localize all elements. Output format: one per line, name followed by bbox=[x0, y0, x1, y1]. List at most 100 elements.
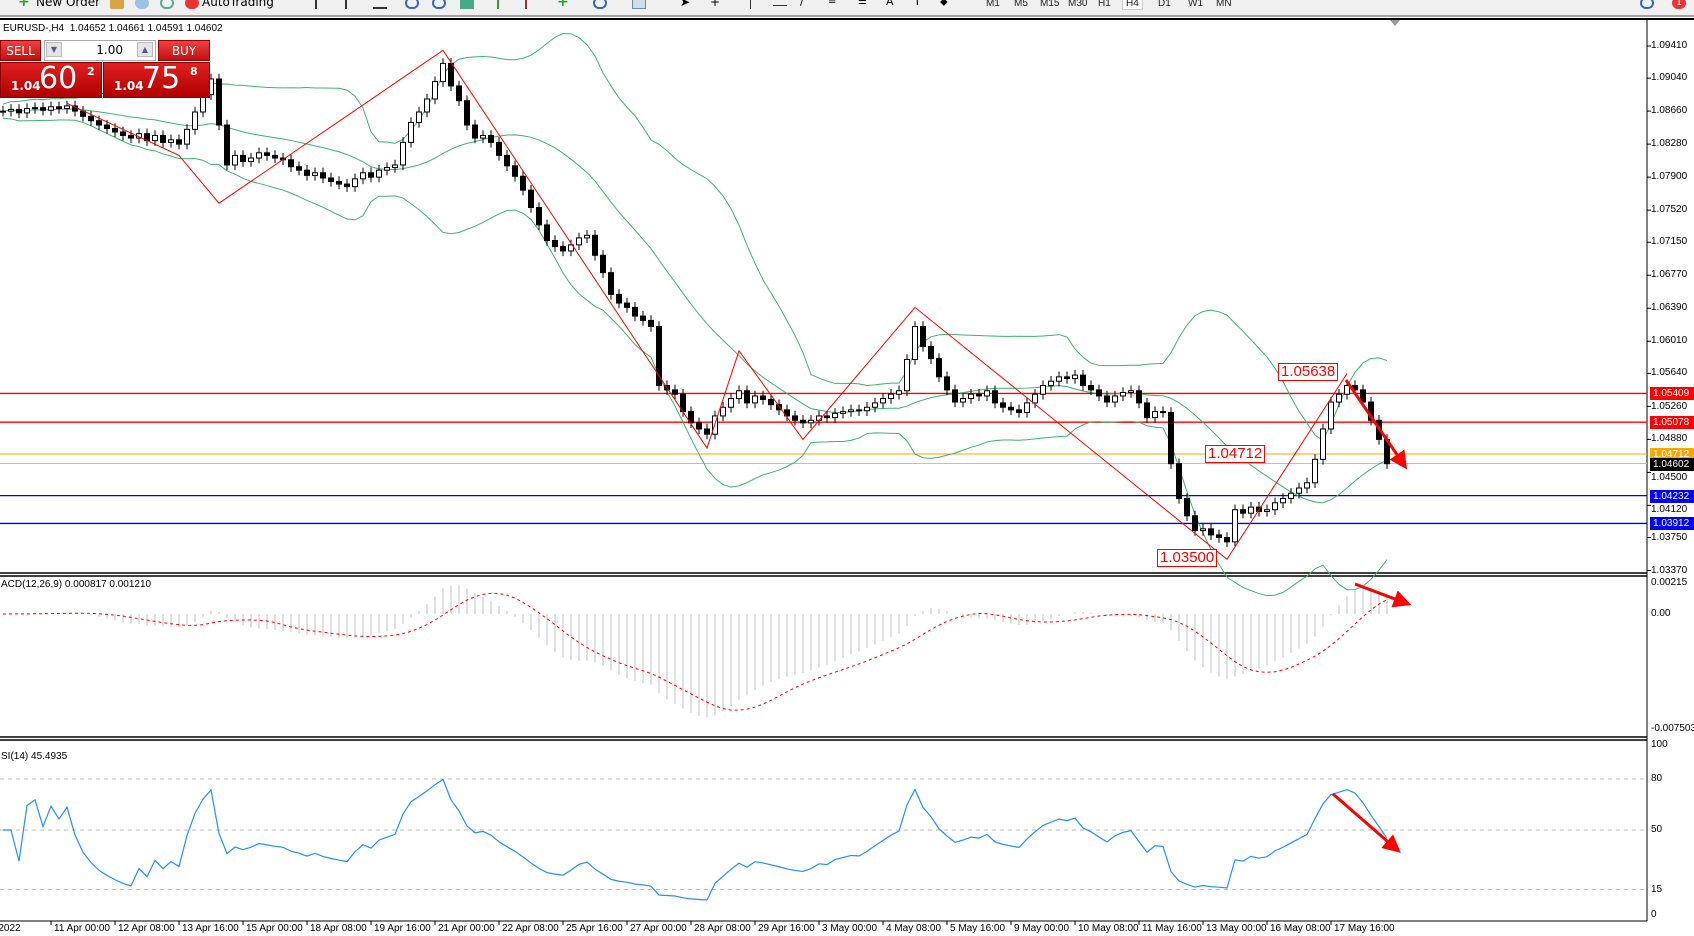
candle-body bbox=[240, 154, 246, 162]
search-icon[interactable] bbox=[1640, 0, 1654, 9]
fibo-fan-icon[interactable]: ☰ bbox=[858, 0, 867, 7]
candle-body bbox=[408, 121, 414, 143]
timeframe-h1[interactable]: H1 bbox=[1098, 0, 1111, 9]
timeframe-m15[interactable]: M15 bbox=[1040, 0, 1060, 9]
candle-body bbox=[640, 315, 646, 321]
trendline-icon[interactable]: / bbox=[800, 0, 804, 8]
zigzag-high-label[interactable]: 1.05638 bbox=[1278, 363, 1339, 381]
price-tick-label: 1.03370 bbox=[1651, 565, 1688, 576]
candle-body bbox=[1216, 534, 1222, 539]
rsi-arrow bbox=[1332, 792, 1401, 853]
candle-body bbox=[608, 272, 614, 295]
sell-button[interactable]: SELL bbox=[0, 40, 41, 61]
timeframe-w1[interactable]: W1 bbox=[1188, 0, 1203, 9]
crosshair-icon[interactable]: + bbox=[710, 0, 721, 9]
text-icon[interactable]: A bbox=[886, 0, 894, 8]
templates-icon[interactable] bbox=[632, 0, 646, 9]
candle-body bbox=[112, 127, 118, 133]
macd-tick-label: 0.00 bbox=[1651, 608, 1671, 619]
candle-body bbox=[648, 319, 654, 327]
macd-tick-label: 0.00215 bbox=[1651, 577, 1688, 588]
candle-body bbox=[704, 428, 710, 435]
timeframe-mn[interactable]: MN bbox=[1216, 0, 1232, 9]
candle-body bbox=[312, 172, 318, 176]
autoscroll-icon[interactable] bbox=[525, 0, 539, 9]
arrows-icon[interactable]: ⬥ bbox=[940, 0, 948, 8]
notification-badge[interactable]: 1 bbox=[1672, 0, 1686, 9]
candle-body bbox=[920, 325, 926, 347]
candle-body bbox=[1072, 374, 1078, 380]
candle-body bbox=[256, 152, 262, 159]
sell-price-pips: 60 bbox=[39, 61, 78, 96]
date-label: 27 Apr 00:00 bbox=[630, 923, 687, 934]
zigzag-low-label[interactable]: 1.03500 bbox=[1157, 549, 1218, 567]
zoom-out-icon[interactable] bbox=[432, 0, 446, 9]
candle-body bbox=[1112, 395, 1118, 403]
fibonacci-icon[interactable]: ≡ bbox=[828, 0, 837, 7]
vertical-line-icon[interactable] bbox=[750, 0, 764, 9]
candle-body bbox=[904, 358, 910, 392]
timeframe-d1[interactable]: D1 bbox=[1158, 0, 1171, 9]
lot-decrease-button[interactable]: ▼ bbox=[46, 42, 62, 57]
candle-body bbox=[1048, 380, 1054, 387]
candle-body bbox=[832, 412, 838, 419]
candle-body bbox=[224, 124, 230, 166]
candle-body bbox=[1176, 463, 1182, 499]
timeframe-m30[interactable]: M30 bbox=[1068, 0, 1088, 9]
timeframe-h4[interactable]: H4 bbox=[1122, 0, 1143, 10]
zoom-in-icon[interactable] bbox=[405, 0, 419, 9]
candle-body bbox=[344, 183, 350, 188]
bar-chart-icon[interactable] bbox=[315, 0, 329, 9]
market-watch-icon[interactable] bbox=[110, 0, 124, 9]
candle-body bbox=[352, 178, 358, 188]
new-order-button[interactable]: New Order bbox=[36, 0, 101, 9]
candle-body bbox=[40, 107, 46, 111]
candle-body bbox=[1280, 497, 1286, 504]
price-tag-support: 1.04232 bbox=[1650, 490, 1694, 503]
candle-body bbox=[840, 411, 846, 414]
candle-body bbox=[216, 78, 222, 126]
sell-price-button[interactable]: 1.04 60 2 bbox=[0, 61, 102, 98]
candle-body bbox=[552, 240, 558, 248]
date-label: Apr 2022 bbox=[0, 923, 21, 934]
autotrading-button[interactable]: AutoTrading bbox=[202, 0, 274, 9]
macd-arrow bbox=[1354, 582, 1412, 608]
date-label: 11 Apr 00:00 bbox=[54, 923, 110, 934]
candle-body bbox=[1192, 515, 1198, 532]
signals-icon[interactable] bbox=[160, 0, 174, 9]
text-label-icon[interactable]: T bbox=[914, 0, 921, 8]
candle-body bbox=[1304, 482, 1310, 489]
candle-body bbox=[1232, 509, 1238, 543]
candle-body bbox=[376, 169, 382, 178]
candle-body bbox=[1128, 390, 1134, 393]
price-tick-label: 1.07150 bbox=[1651, 236, 1688, 247]
candle-body bbox=[1296, 487, 1302, 494]
price-tick-label: 1.09410 bbox=[1651, 40, 1688, 51]
chart-shift-icon[interactable] bbox=[497, 0, 511, 9]
indicators-icon[interactable]: + bbox=[557, 0, 569, 10]
candle-body bbox=[592, 234, 598, 256]
tile-windows-icon[interactable] bbox=[460, 0, 474, 9]
candle-body bbox=[264, 152, 270, 156]
buy-button[interactable]: BUY bbox=[158, 40, 210, 61]
horizontal-line-icon[interactable] bbox=[773, 0, 787, 6]
timeframe-m1[interactable]: M1 bbox=[986, 0, 1000, 9]
price-tick-label: 1.07900 bbox=[1651, 171, 1688, 182]
candle-body bbox=[936, 358, 942, 378]
lot-increase-button[interactable]: ▲ bbox=[137, 42, 153, 57]
buy-price-button[interactable]: 1.04 75 8 bbox=[103, 61, 210, 98]
zigzag-mid-label[interactable]: 1.04712 bbox=[1205, 445, 1266, 463]
cursor-icon[interactable]: ➤ bbox=[680, 0, 691, 9]
rsi-tick-label: 50 bbox=[1651, 824, 1663, 835]
timeframe-m5[interactable]: M5 bbox=[1014, 0, 1028, 9]
candle-body bbox=[912, 325, 918, 360]
candle-body bbox=[728, 398, 734, 408]
candlestick-icon[interactable] bbox=[345, 0, 359, 9]
price-tick-label: 1.06770 bbox=[1651, 269, 1688, 280]
periods-icon[interactable] bbox=[593, 0, 607, 9]
price-tick-label: 1.08280 bbox=[1651, 138, 1688, 149]
line-chart-icon[interactable] bbox=[373, 0, 387, 9]
navigator-icon[interactable] bbox=[135, 0, 149, 9]
lot-size-input[interactable]: 1.00 bbox=[44, 40, 156, 61]
